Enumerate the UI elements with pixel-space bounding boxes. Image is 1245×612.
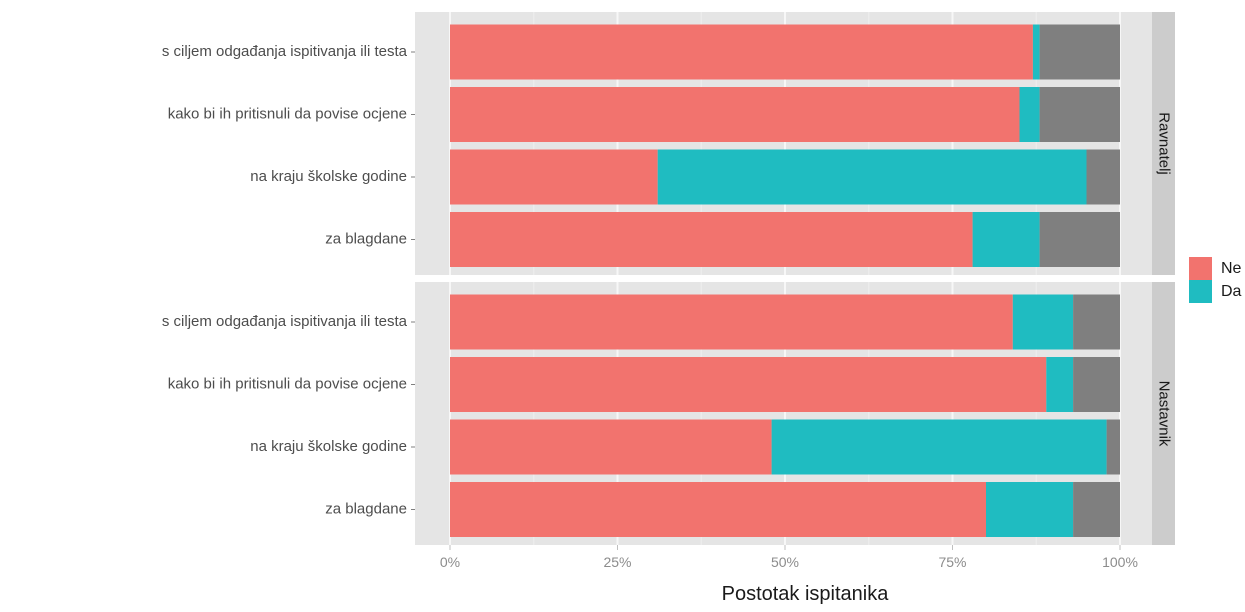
bar-ne — [450, 482, 986, 537]
bar-ne — [450, 149, 658, 205]
category-label: na kraju školske godine — [250, 168, 407, 185]
legend-swatch-da — [1189, 280, 1212, 303]
category-label: za blagdane — [325, 500, 407, 517]
legend-swatch-ne — [1189, 257, 1212, 280]
bar-da — [771, 419, 1107, 475]
bar-remainder — [1073, 357, 1120, 412]
bar-da — [1046, 357, 1074, 412]
bar-ne — [450, 24, 1033, 80]
bar-remainder — [1039, 87, 1120, 142]
bar-da — [972, 212, 1040, 267]
facet-strip — [1152, 282, 1175, 545]
bar-da — [1019, 87, 1040, 142]
x-tick-label: 50% — [771, 554, 799, 570]
bar-ne — [450, 212, 973, 267]
bar-remainder — [1106, 419, 1120, 475]
x-axis-title: Postotak ispitanika — [722, 583, 890, 605]
facet-label: Ravnatelj — [1156, 112, 1173, 175]
category-label: za blagdane — [325, 230, 407, 247]
category-label: kako bi ih pritisnuli da povise ocjene — [168, 105, 407, 122]
bar-da — [1032, 24, 1040, 80]
bar-ne — [450, 294, 1013, 350]
bar-remainder — [1039, 24, 1120, 80]
bar-remainder — [1039, 212, 1120, 267]
legend-label-ne: Ne — [1221, 260, 1242, 277]
bar-remainder — [1073, 294, 1120, 350]
legend-label-da: Da — [1221, 283, 1242, 300]
bar-ne — [450, 357, 1047, 412]
bar-da — [986, 482, 1074, 537]
facet-strip — [1152, 12, 1175, 275]
bar-ne — [450, 419, 772, 475]
bar-remainder — [1086, 149, 1120, 205]
bar-da — [1012, 294, 1074, 350]
category-label: kako bi ih pritisnuli da povise ocjene — [168, 375, 407, 392]
bar-da — [657, 149, 1087, 205]
x-tick-label: 100% — [1102, 554, 1138, 570]
facet-label: Nastavnik — [1156, 381, 1173, 447]
category-label: s ciljem odgađanja ispitivanja ili testa — [162, 313, 408, 330]
x-tick-label: 25% — [603, 554, 631, 570]
x-tick-label: 0% — [440, 554, 460, 570]
category-label: s ciljem odgađanja ispitivanja ili testa — [162, 43, 408, 60]
category-label: na kraju školske godine — [250, 438, 407, 455]
bar-remainder — [1073, 482, 1120, 537]
x-tick-label: 75% — [938, 554, 966, 570]
bar-ne — [450, 87, 1020, 142]
